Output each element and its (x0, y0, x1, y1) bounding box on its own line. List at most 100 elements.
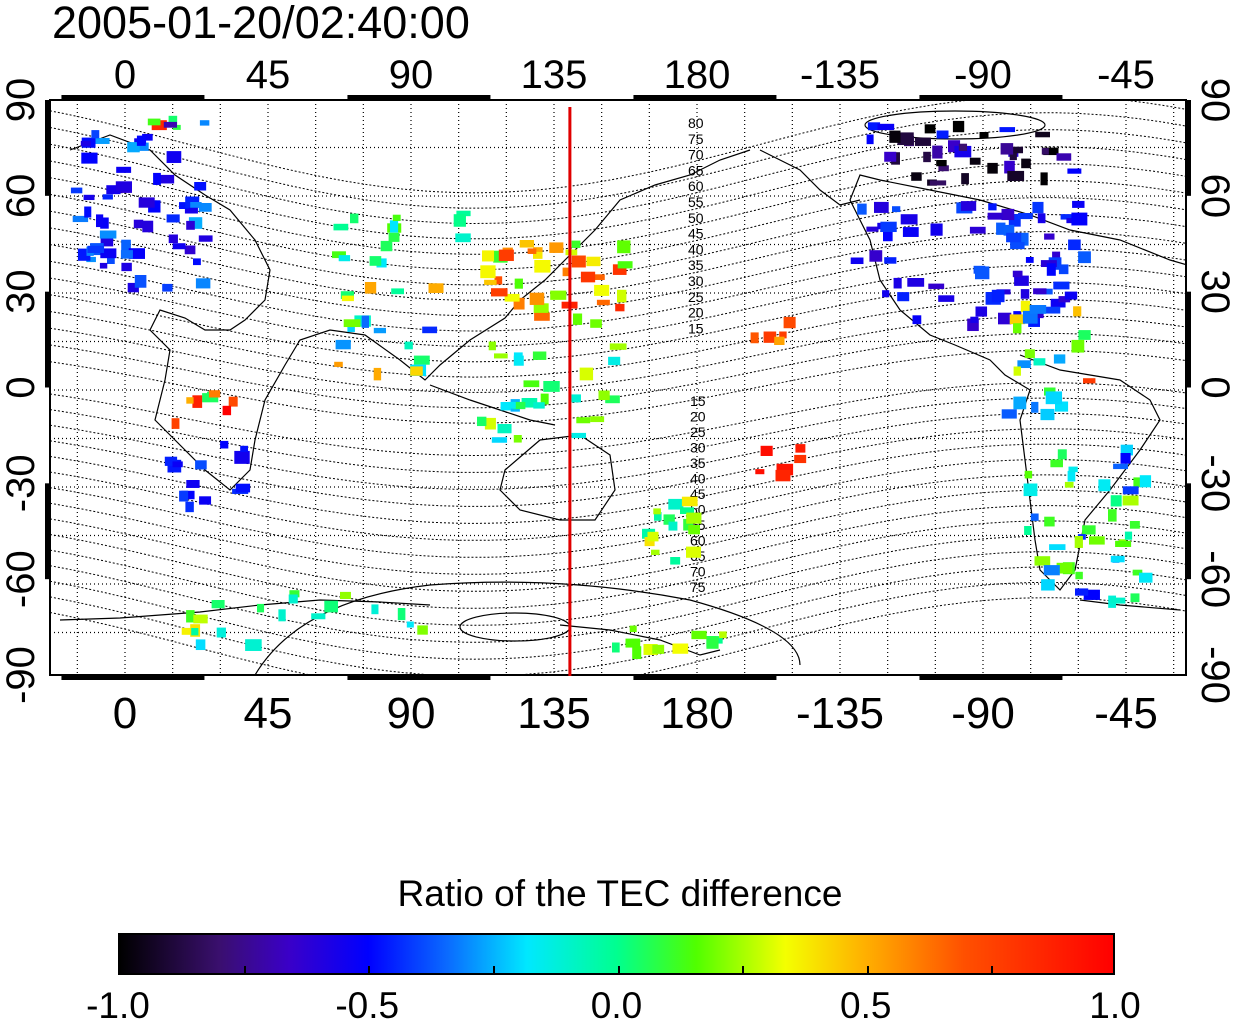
colorbar-tick-label: -0.5 (335, 985, 400, 1026)
tec-cell (1074, 536, 1083, 548)
tec-cell (549, 242, 564, 253)
tec-cell (333, 223, 349, 231)
tec-cell (162, 283, 173, 292)
tec-cell (127, 142, 140, 153)
tec-cell (166, 151, 182, 163)
tec-cell (1098, 479, 1111, 492)
tec-cell (134, 275, 147, 288)
tec-cell (653, 508, 661, 515)
tec-cell (651, 549, 660, 555)
contour-label: 15 (688, 320, 704, 336)
tec-cell (127, 282, 139, 293)
coastline (69, 134, 751, 491)
tec-cell (533, 247, 543, 253)
tec-cell (911, 172, 922, 181)
tec-cell (1037, 213, 1046, 224)
contour-line (50, 129, 1186, 225)
tec-cell (892, 206, 901, 213)
tec-cell (686, 546, 701, 558)
colorbar-tick (866, 966, 869, 973)
tec-cell (179, 490, 189, 502)
tec-cell (598, 390, 610, 401)
tec-cell (576, 417, 591, 424)
tec-cell (240, 445, 249, 452)
tec-cell (608, 356, 621, 366)
tec-cell (1009, 148, 1017, 161)
tec-cell (571, 394, 581, 403)
tec-cell (334, 361, 343, 367)
tec-cell (668, 521, 678, 531)
tec-cell (413, 355, 430, 365)
colorbar-tick-label: -1.0 (86, 985, 150, 1026)
tec-cell (1003, 224, 1015, 236)
axis-bar-top (919, 95, 1063, 100)
tec-cell (1057, 449, 1067, 460)
tec-cell (216, 627, 226, 638)
tec-cell (1139, 475, 1152, 488)
contour-label: 60 (688, 178, 704, 194)
tec-cell (866, 226, 879, 232)
tec-cell (924, 124, 936, 134)
tec-cell (371, 604, 379, 615)
tec-cell (991, 289, 1005, 303)
tec-cell (907, 278, 925, 287)
tec-cell (1013, 396, 1027, 410)
tec-cell (1058, 296, 1071, 303)
contour-line (50, 112, 1186, 209)
contour-oval (459, 612, 571, 642)
colorbar-tick-label: 1.0 (1089, 985, 1141, 1026)
x-tick-top: 0 (114, 53, 136, 97)
contour-label: 60 (690, 533, 706, 549)
tec-cell (1071, 339, 1085, 353)
tec-cell (220, 440, 229, 449)
tec-cell (1132, 569, 1143, 576)
tec-cell (691, 630, 707, 640)
tec-cell (1022, 310, 1038, 324)
tec-cell (1043, 565, 1060, 576)
tec-cell (80, 140, 91, 147)
tec-cell (1030, 513, 1039, 521)
tec-cell (1007, 170, 1025, 182)
tec-cell (92, 138, 110, 144)
x-tick-bottom: 180 (660, 689, 733, 738)
y-tick-right: 60 (1193, 174, 1237, 219)
tec-cell (1067, 470, 1076, 482)
tec-cell (776, 463, 794, 476)
tec-cell (391, 288, 404, 295)
tec-cell (1120, 444, 1133, 456)
tec-cell (364, 282, 377, 294)
tec-cell (1009, 314, 1026, 325)
coastline (499, 434, 616, 521)
tec-cell (590, 274, 605, 280)
tec-cell (195, 639, 206, 651)
tec-cell (1044, 516, 1055, 527)
tec-cell (1014, 275, 1029, 286)
tec-cell (96, 214, 104, 228)
tec-cell (389, 220, 399, 233)
tec-data-cells (70, 115, 1153, 660)
tec-cell (1082, 525, 1096, 535)
tec-cell (550, 290, 567, 300)
tec-cell (874, 201, 889, 213)
tec-map: 8075706560555045403530252015152025303540… (0, 53, 1237, 738)
tec-cell (324, 600, 338, 613)
tec-cell (498, 249, 514, 262)
coastline (759, 149, 861, 206)
tec-cell (1043, 147, 1059, 156)
coastline (429, 384, 556, 426)
y-tick-left: 60 (0, 174, 43, 219)
tec-cell (1024, 526, 1032, 535)
tec-cell (422, 326, 438, 334)
tec-cell (343, 319, 361, 328)
x-tick-bottom: -90 (951, 689, 1015, 738)
tec-cell (186, 480, 200, 488)
tec-cell (172, 461, 183, 468)
y-tick-left: -90 (0, 646, 43, 704)
tec-cell (590, 319, 602, 328)
tec-cell (562, 267, 571, 277)
tec-cell (482, 250, 495, 262)
tec-cell (998, 312, 1012, 325)
contour-label: 35 (688, 257, 704, 273)
tec-cell (373, 327, 387, 334)
tec-cell (453, 214, 466, 227)
